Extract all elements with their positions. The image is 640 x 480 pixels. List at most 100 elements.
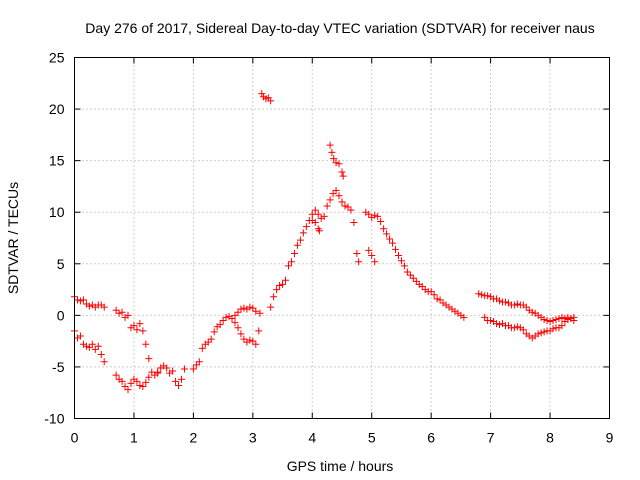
data-point (180, 365, 188, 373)
data-point (115, 309, 123, 317)
data-point (237, 330, 245, 338)
data-point (192, 361, 200, 369)
data-point (350, 219, 358, 227)
data-point (285, 262, 292, 270)
data-point (124, 386, 132, 394)
data-point (219, 317, 227, 325)
data-point (481, 313, 489, 321)
plot-frame (74, 57, 610, 419)
axis-ticks (74, 57, 610, 419)
data-point (256, 309, 264, 317)
data-point (118, 308, 126, 316)
series-segment-8 (258, 90, 275, 105)
data-point (383, 230, 391, 238)
data-point (234, 324, 242, 332)
series-segment-13 (365, 246, 379, 266)
chart-title: Day 276 of 2017, Sidereal Day-to-day VTE… (85, 20, 594, 36)
data-point (368, 252, 376, 260)
data-point (406, 271, 414, 279)
data-point (287, 258, 295, 266)
series-segment-7 (231, 303, 260, 319)
data-point (570, 313, 578, 321)
data-point (409, 274, 417, 282)
data-point (335, 160, 343, 168)
data-point (528, 308, 536, 316)
data-point (344, 203, 352, 211)
data-point (76, 297, 84, 305)
data-point (338, 198, 346, 206)
data-point (347, 206, 355, 214)
series-segment-2 (71, 327, 108, 366)
data-point (97, 351, 105, 359)
data-point (400, 262, 408, 270)
series-segment-9 (267, 187, 363, 311)
x-tick-label: 6 (427, 430, 435, 446)
data-point (237, 305, 245, 313)
data-point (332, 159, 340, 167)
data-point (371, 211, 379, 219)
data-point (85, 302, 93, 310)
data-point (249, 304, 257, 312)
data-point (189, 365, 197, 373)
data-point (163, 364, 171, 372)
data-point (121, 383, 129, 391)
data-point (85, 343, 93, 351)
series-segment-5 (154, 362, 188, 389)
data-point (148, 368, 156, 376)
series-segment-6 (189, 309, 264, 373)
data-point (133, 377, 141, 385)
data-point (94, 342, 102, 350)
data-point (552, 315, 560, 323)
data-point (561, 318, 569, 326)
data-point (270, 293, 278, 301)
data-point (510, 324, 518, 332)
data-point (169, 367, 177, 375)
data-point (311, 219, 319, 227)
y-tick-label: -5 (52, 359, 65, 375)
data-point (246, 336, 254, 344)
data-point (311, 206, 319, 214)
data-point (365, 246, 373, 254)
data-point (493, 320, 501, 328)
data-point (82, 342, 90, 350)
y-tick-label: 10 (49, 204, 65, 220)
data-point (564, 313, 572, 321)
data-point (386, 235, 394, 243)
data-point (338, 168, 346, 176)
data-point (412, 277, 420, 285)
data-point (430, 291, 438, 299)
y-tick-labels: -10 -5 0 5 10 15 20 25 (44, 50, 64, 427)
data-point (365, 210, 373, 218)
data-point (299, 229, 307, 237)
y-tick-label: 5 (57, 256, 65, 272)
data-points (71, 90, 578, 394)
data-point (172, 377, 180, 385)
x-tick-label: 8 (546, 430, 554, 446)
data-point (540, 315, 548, 323)
data-point (267, 303, 275, 311)
data-point (240, 304, 248, 312)
data-point (519, 326, 527, 334)
data-point (293, 241, 301, 249)
series-segment-4 (112, 371, 153, 394)
data-point (392, 245, 399, 253)
data-point (558, 322, 566, 330)
series-segment-1 (71, 293, 108, 311)
data-point (389, 239, 397, 247)
data-point (252, 307, 260, 315)
data-point (118, 377, 126, 385)
series-segment-12 (362, 208, 468, 321)
data-point (127, 379, 135, 387)
data-point (537, 329, 545, 337)
data-point (501, 298, 509, 306)
data-point (290, 249, 298, 257)
data-point (234, 308, 242, 316)
data-point (339, 172, 347, 180)
series-segment-11 (326, 141, 347, 180)
data-point (323, 202, 331, 210)
data-point (522, 303, 530, 311)
y-axis-label: SDTVAR / TECUs (5, 182, 21, 294)
data-point (73, 296, 81, 304)
